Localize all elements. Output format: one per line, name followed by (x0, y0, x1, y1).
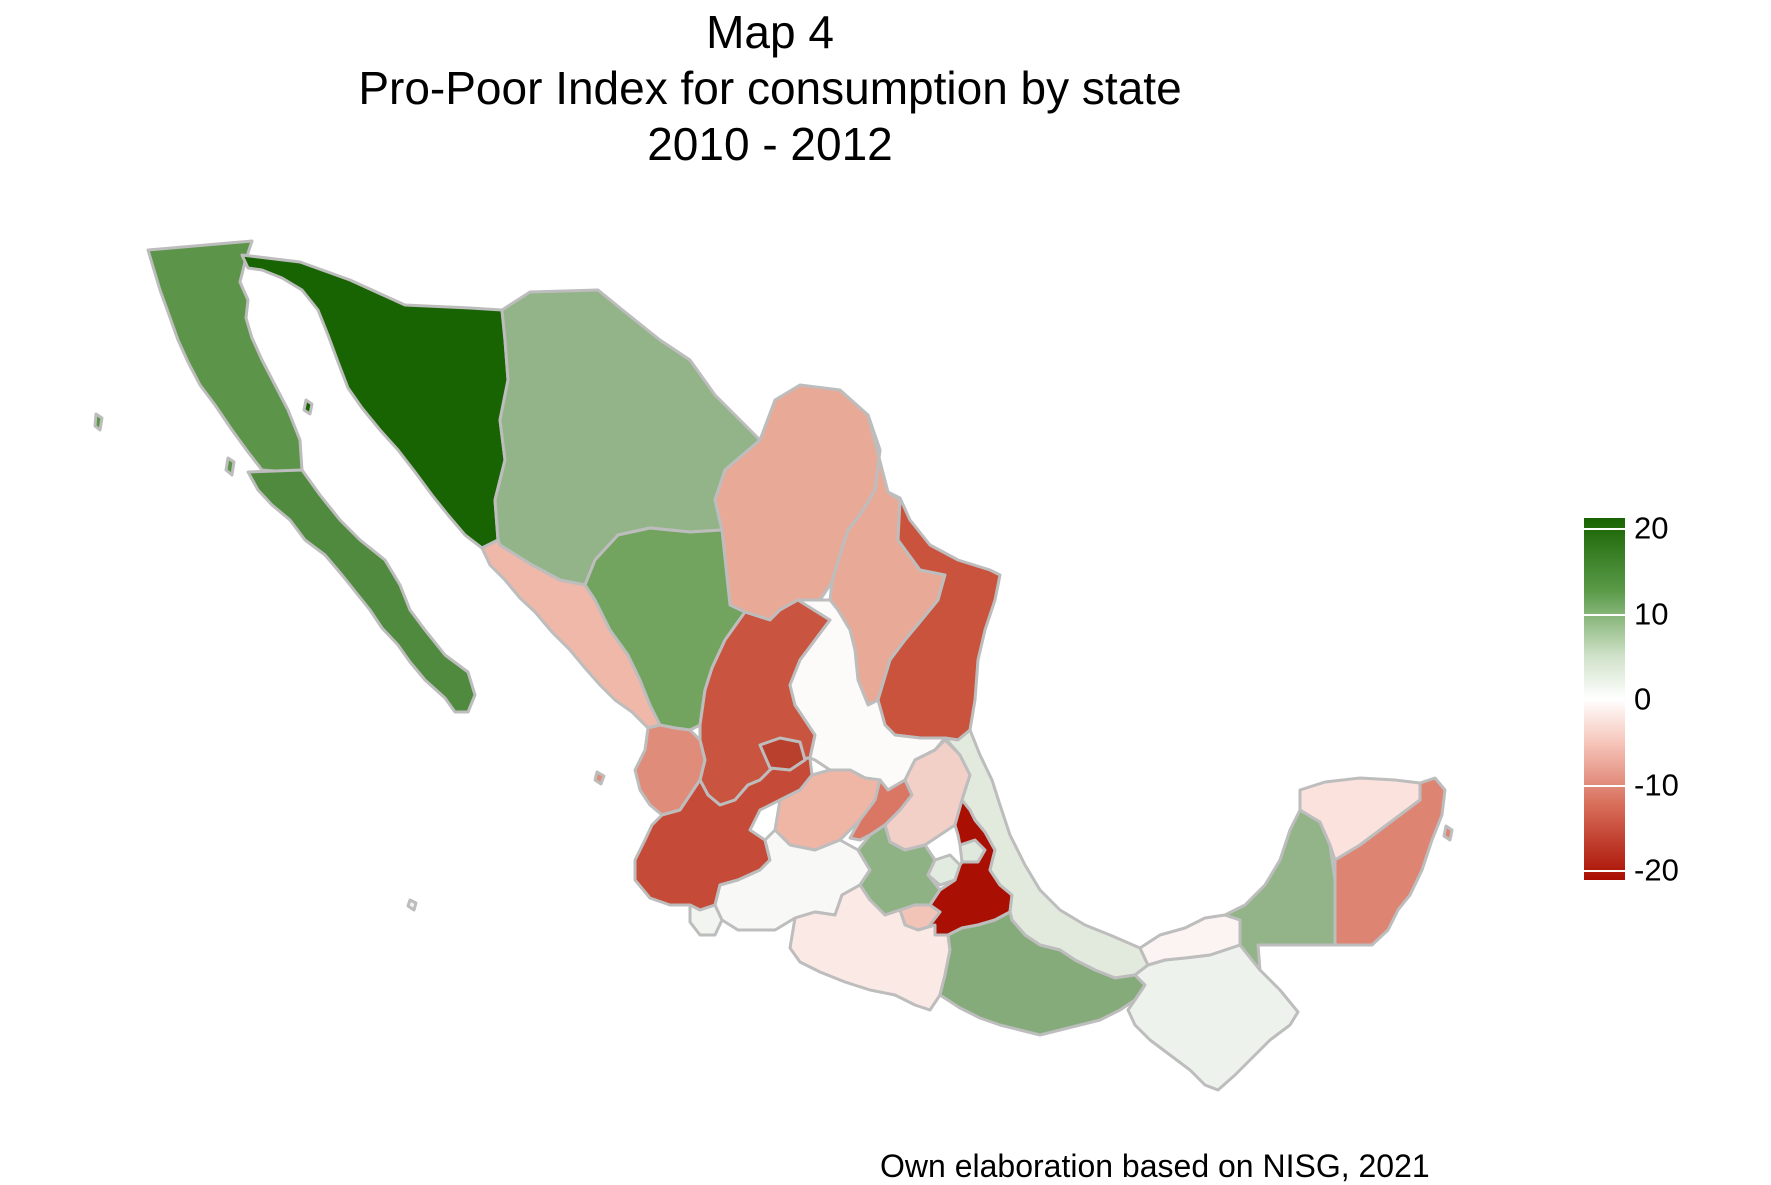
legend-tick-label: -20 (1634, 852, 1679, 888)
island-cedros (224, 456, 236, 477)
state-baja-california-sur (246, 468, 477, 714)
source-caption: Own elaboration based on NISG, 2021 (880, 1148, 1430, 1184)
island-cozumel (1442, 824, 1454, 842)
legend-tick-label: 0 (1634, 681, 1652, 717)
legend-tick-mark (1584, 699, 1625, 701)
state-quintana-roo (1333, 776, 1447, 947)
state-sonora (240, 253, 510, 550)
state-aguascalientes (758, 736, 807, 772)
state-chiapas (1126, 943, 1300, 1092)
legend-tick-mark (1584, 528, 1625, 530)
legend-tick-mark (1584, 784, 1625, 787)
legend-tick-label: 20 (1634, 510, 1669, 546)
title-line-3: 2010 - 2012 (647, 118, 893, 170)
state-colima (688, 903, 724, 937)
title-line-1: Map 4 (706, 6, 834, 58)
state-campeche (1223, 808, 1337, 972)
legend-tick-label: 10 (1634, 596, 1669, 631)
island-socorro (406, 898, 418, 912)
state-hidalgo (883, 738, 972, 852)
island-marias (593, 770, 606, 786)
title-line-2: Pro-Poor Index for consumption by state (358, 62, 1182, 114)
legend-tick-mark (1584, 613, 1625, 616)
state-guanajuato (773, 768, 882, 852)
island-guadalupe (93, 412, 104, 432)
map-title: Map 4 Pro-Poor Index for consumption by … (0, 0, 1540, 172)
state-jalisco (633, 756, 814, 912)
island-tiburon (302, 398, 314, 416)
legend-tick-label: -10 (1634, 767, 1679, 802)
legend-tick-mark (1584, 870, 1625, 872)
